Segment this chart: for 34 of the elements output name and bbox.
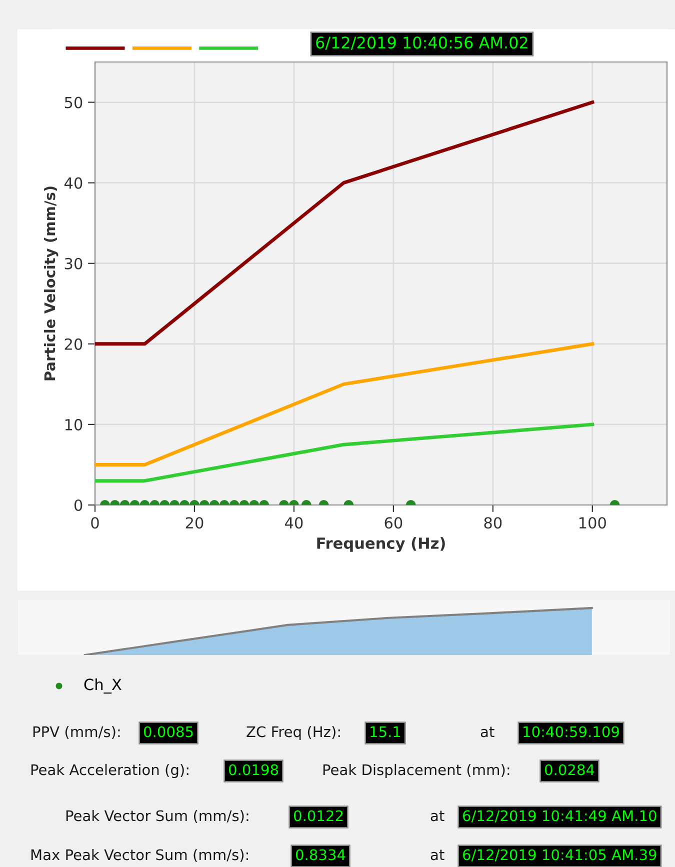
y-tick-label: 10 [65,418,82,430]
y-axis-title: Particle Velocity (mm/s) [44,186,58,380]
legend-label: Ch_X [84,678,122,694]
text: 0.8334 [296,849,346,860]
y-tick-label: 40 [64,177,82,189]
text: 0.0198 [228,764,278,776]
text: 0.0085 [144,726,193,738]
text: 6/12/2019 10:41:05 AM.39 [463,849,656,862]
text: 15.1 [370,726,400,738]
y-tick-label: 20 [64,338,82,350]
text: 6/12/2019 10:40:56 AM.02 [316,36,528,50]
text: 10:40:59.109 [524,726,619,738]
text: PPV (mm/s): [33,726,120,739]
y-tick-label: 0 [74,499,82,512]
text: Peak Acceleration (g): [31,764,188,778]
text: 6/12/2019 10:41:49 AM.10 [463,810,656,822]
x-tick-label: 20 [186,517,204,529]
text: Max Peak Vector Sum (mm/s): [31,848,248,862]
text: 0.0284 [544,764,594,776]
text: Peak Displacement (mm): [323,764,510,778]
x-tick-label: 60 [384,517,402,529]
y-tick-label: 50 [64,96,82,108]
text: at [480,726,494,738]
x-tick-label: 0 [91,517,99,529]
y-tick-label: 30 [64,258,82,270]
text: 0.0122 [294,810,343,822]
text: ZC Freq (Hz): [246,726,340,740]
x-tick-label: 100 [579,517,606,529]
text: at [430,850,444,860]
text: Peak Vector Sum (mm/s): [66,810,248,823]
x-axis-title: Frequency (Hz) [317,537,445,552]
x-tick-label: 40 [284,517,303,529]
x-tick-label: 80 [484,517,502,529]
text: at [430,810,444,822]
